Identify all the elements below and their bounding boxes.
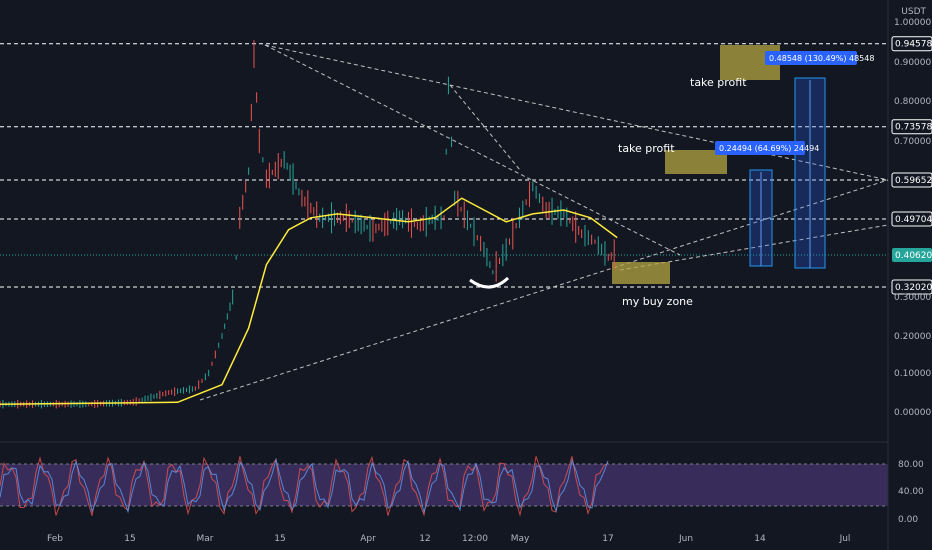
last-price-label: 0.40620 xyxy=(895,251,932,261)
price-tick: 0.20000 xyxy=(894,332,931,342)
price-tick: 1.00000 xyxy=(894,18,931,28)
target-badge-text: 0.24494 (64.69%) 24494 xyxy=(719,144,819,153)
price-tick: 0.00000 xyxy=(894,408,931,418)
target-badge xyxy=(765,51,857,65)
trend-line[interactable] xyxy=(449,84,521,171)
moving-average-line xyxy=(0,197,618,405)
time-tick: 14 xyxy=(754,534,766,544)
target-badge-text: 0.48548 (130.49%) 48548 xyxy=(769,54,874,63)
trend-line[interactable] xyxy=(264,44,889,181)
time-tick: Mar xyxy=(197,534,214,544)
level-label-box xyxy=(891,211,932,227)
oscillator-band xyxy=(0,464,888,506)
time-tick: 12 xyxy=(419,534,430,544)
buy-zone-box[interactable] xyxy=(612,262,670,284)
time-tick: 12:00 xyxy=(462,534,488,544)
price-tick: 0.80000 xyxy=(894,97,931,107)
oscillator-tick: 40.00 xyxy=(898,487,924,497)
time-tick: 15 xyxy=(274,534,285,544)
level-label: 0.59652 xyxy=(895,176,932,186)
level-label: 0.94578 xyxy=(895,40,932,50)
time-tick: 17 xyxy=(602,534,613,544)
time-tick: Feb xyxy=(47,534,63,544)
price-tick: 0.90000 xyxy=(894,58,931,68)
level-label-box xyxy=(891,36,932,52)
level-label-box xyxy=(891,119,932,135)
annotation-take-profit: take profit xyxy=(618,142,675,155)
price-tick: 0.70000 xyxy=(894,137,931,147)
trend-line[interactable] xyxy=(264,44,681,256)
price-tick: 0.30000 xyxy=(894,293,931,303)
annotation-buy-zone: my buy zone xyxy=(622,295,693,308)
level-label: 0.49704 xyxy=(895,215,932,225)
oscillator-tick: 0.00 xyxy=(898,515,918,525)
smile-arc xyxy=(469,276,510,289)
trend-line[interactable] xyxy=(199,179,889,401)
time-tick: 15 xyxy=(124,534,135,544)
level-label: 0.73578 xyxy=(895,123,932,133)
oscillator-line-d xyxy=(0,457,609,515)
target-badge xyxy=(715,141,805,155)
oscillator-tick: 80.00 xyxy=(898,460,924,470)
time-tick: Jul xyxy=(839,534,851,544)
currency-label: USDT xyxy=(901,7,926,17)
time-tick: May xyxy=(511,534,530,544)
level-label-box xyxy=(891,172,932,188)
level-label-box xyxy=(891,279,932,295)
level-label: 0.32020 xyxy=(895,283,932,293)
time-tick: Apr xyxy=(360,534,376,544)
price-tick: 0.10000 xyxy=(894,369,931,379)
time-tick: Jun xyxy=(678,534,693,544)
annotation-take-profit: take profit xyxy=(690,76,747,89)
last-price-badge xyxy=(892,248,932,262)
